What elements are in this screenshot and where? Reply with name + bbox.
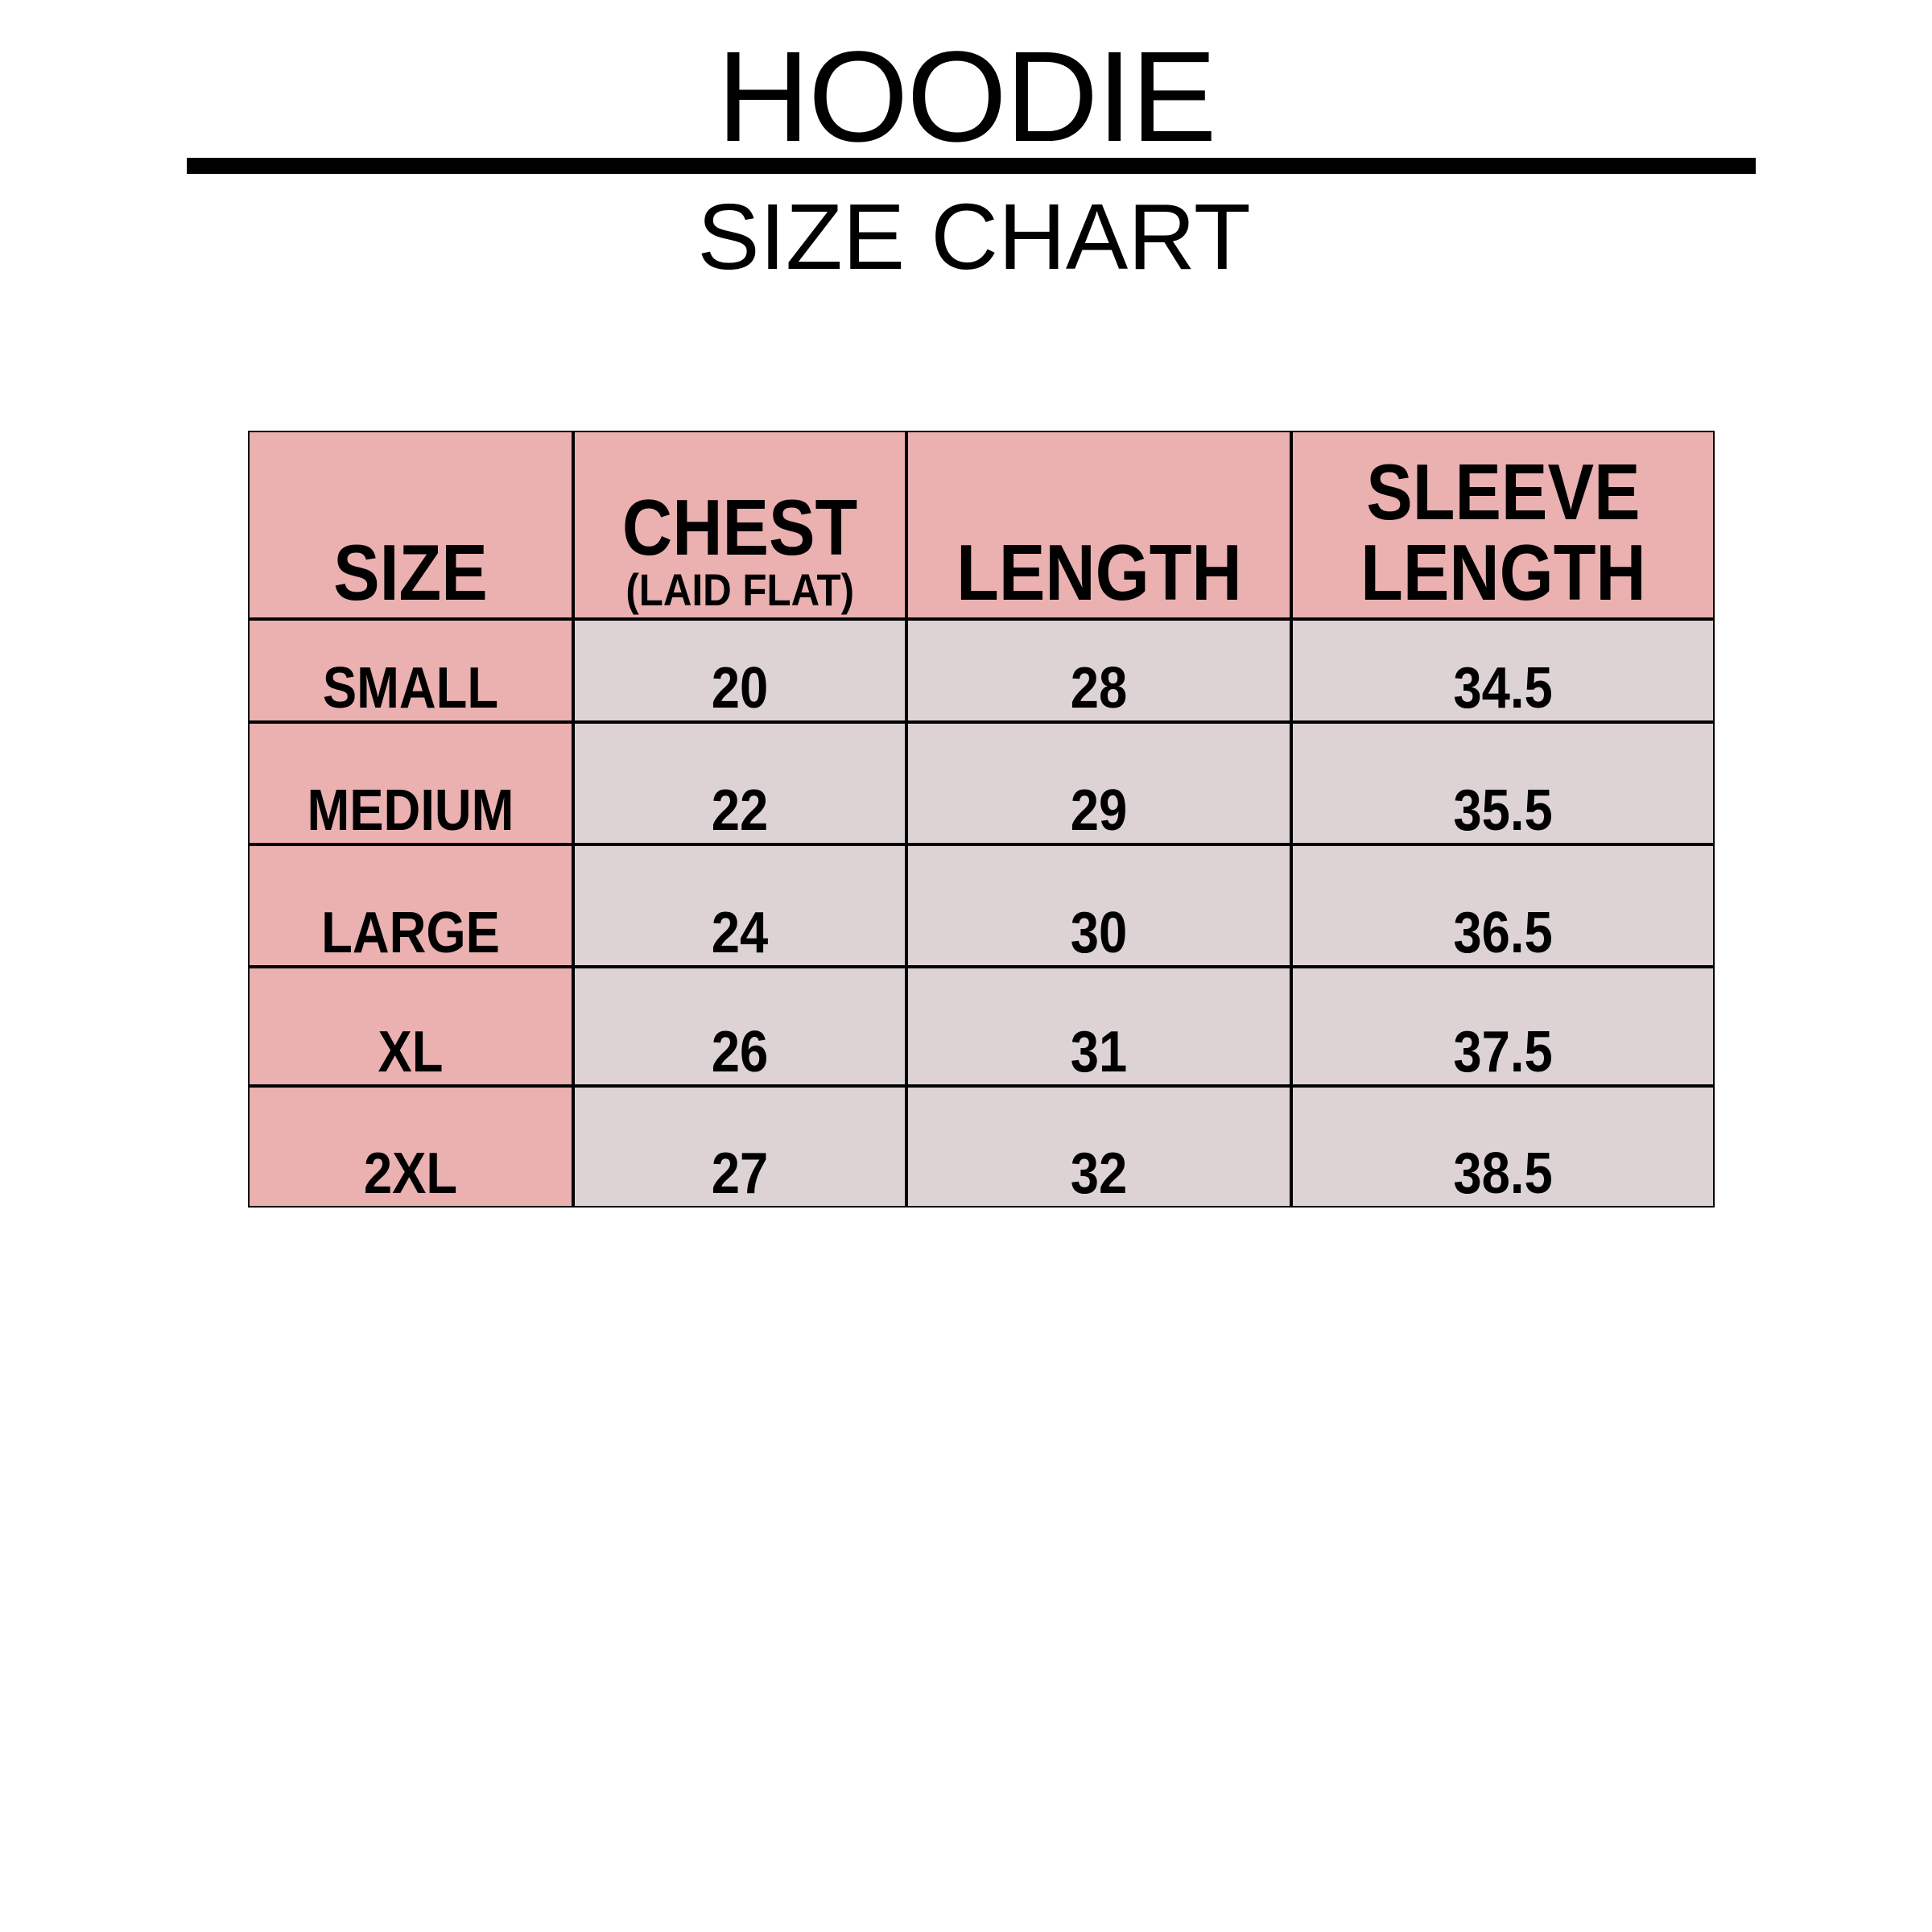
cell-value: 31 (1070, 1020, 1128, 1084)
header-label: LENGTH (1360, 528, 1646, 617)
measurement-cell: 26 (573, 967, 906, 1086)
cell-value: SMALL (322, 656, 499, 720)
size-label-cell: 2XL (248, 1086, 573, 1208)
cell-value: 30 (1070, 901, 1128, 965)
column-header: SLEEVE LENGTH (1291, 431, 1715, 619)
cell-value: 35.5 (1453, 778, 1553, 843)
divider (187, 158, 1756, 174)
size-label-cell: XL (248, 967, 573, 1086)
header-label: SLEEVE (1365, 448, 1641, 536)
size-label-cell: MEDIUM (248, 722, 573, 844)
cell-value: 20 (711, 656, 769, 720)
cell-value: 32 (1070, 1141, 1128, 1206)
cell-value: 22 (711, 778, 769, 843)
cell-value: 34.5 (1453, 656, 1553, 720)
cell-value: LARGE (321, 901, 500, 965)
header-label: LENGTH (956, 528, 1242, 617)
measurement-cell: 32 (906, 1086, 1291, 1208)
cell-value: 37.5 (1453, 1020, 1553, 1084)
cell-value: 24 (711, 901, 769, 965)
measurement-cell: 28 (906, 619, 1291, 722)
cell-value: 29 (1070, 778, 1128, 843)
header-label: SIZE (333, 528, 488, 617)
header-sublabel: (LAID FLAT) (625, 564, 854, 615)
cell-value: 2XL (363, 1141, 458, 1206)
size-label-cell: SMALL (248, 619, 573, 722)
size-chart-table: SIZE CHEST (LAID FLAT) LENGTH SLEEVE LENGTH SM… (248, 431, 1715, 1208)
page-title: HOODIE (716, 24, 1216, 168)
measurement-cell: 20 (573, 619, 906, 722)
cell-value: 38.5 (1453, 1141, 1553, 1206)
measurement-cell: 34.5 (1291, 619, 1715, 722)
measurement-cell: 29 (906, 722, 1291, 844)
cell-value: 28 (1070, 656, 1128, 720)
header-label: CHEST (621, 483, 858, 572)
measurement-cell: 22 (573, 722, 906, 844)
cell-value: 36.5 (1453, 901, 1553, 965)
cell-value: MEDIUM (307, 778, 514, 843)
measurement-cell: 27 (573, 1086, 906, 1208)
size-label-cell: LARGE (248, 844, 573, 967)
column-header: CHEST (LAID FLAT) (573, 431, 906, 619)
measurement-cell: 38.5 (1291, 1086, 1715, 1208)
measurement-cell: 30 (906, 844, 1291, 967)
column-header: SIZE (248, 431, 573, 619)
measurement-cell: 24 (573, 844, 906, 967)
measurement-cell: 35.5 (1291, 722, 1715, 844)
cell-value: XL (378, 1020, 444, 1084)
cell-value: 26 (711, 1020, 769, 1084)
measurement-cell: 37.5 (1291, 967, 1715, 1086)
measurement-cell: 36.5 (1291, 844, 1715, 967)
column-header: LENGTH (906, 431, 1291, 619)
cell-value: 27 (711, 1141, 769, 1206)
page-subtitle: SIZE CHART (697, 184, 1251, 289)
measurement-cell: 31 (906, 967, 1291, 1086)
